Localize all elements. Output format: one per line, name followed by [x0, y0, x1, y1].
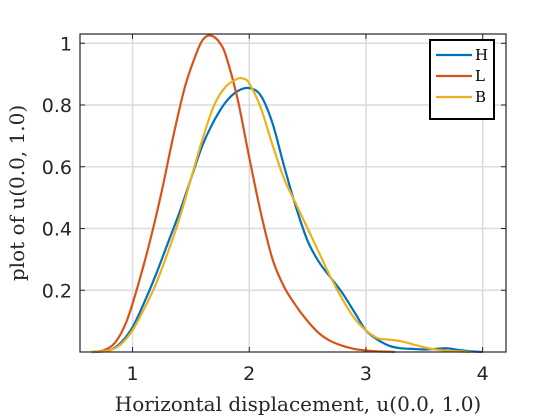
x-tick-label: 1 [126, 363, 138, 385]
series-line-l [91, 34, 396, 354]
y-tick-label: 0.4 [42, 219, 72, 241]
axis-ticks: 1 2 3 4 0.2 0.4 0.6 0.8 1 [42, 33, 506, 385]
y-tick-label: 1 [60, 33, 72, 55]
series-line-b [91, 76, 472, 354]
y-axis-label: plot of u(0.0, 1.0) [5, 105, 29, 281]
y-tick-label: 0.2 [42, 280, 72, 302]
y-tick-label: 0.8 [42, 95, 72, 117]
legend-box [429, 39, 495, 120]
legend-label-h: H [475, 46, 488, 64]
legend-label-b: B [475, 88, 486, 106]
x-tick-label: 2 [243, 363, 255, 385]
legend-label-l: L [475, 67, 485, 85]
y-tick-label: 0.6 [42, 157, 72, 179]
plot-frame [79, 33, 507, 353]
plot-lines [91, 34, 483, 354]
series-line-h [91, 86, 483, 354]
x-axis-label: Horizontal displacement, u(0.0, 1.0) [115, 392, 481, 416]
x-tick-label: 3 [360, 363, 372, 385]
x-tick-label: 4 [477, 363, 489, 385]
legend: HLB [429, 39, 495, 120]
